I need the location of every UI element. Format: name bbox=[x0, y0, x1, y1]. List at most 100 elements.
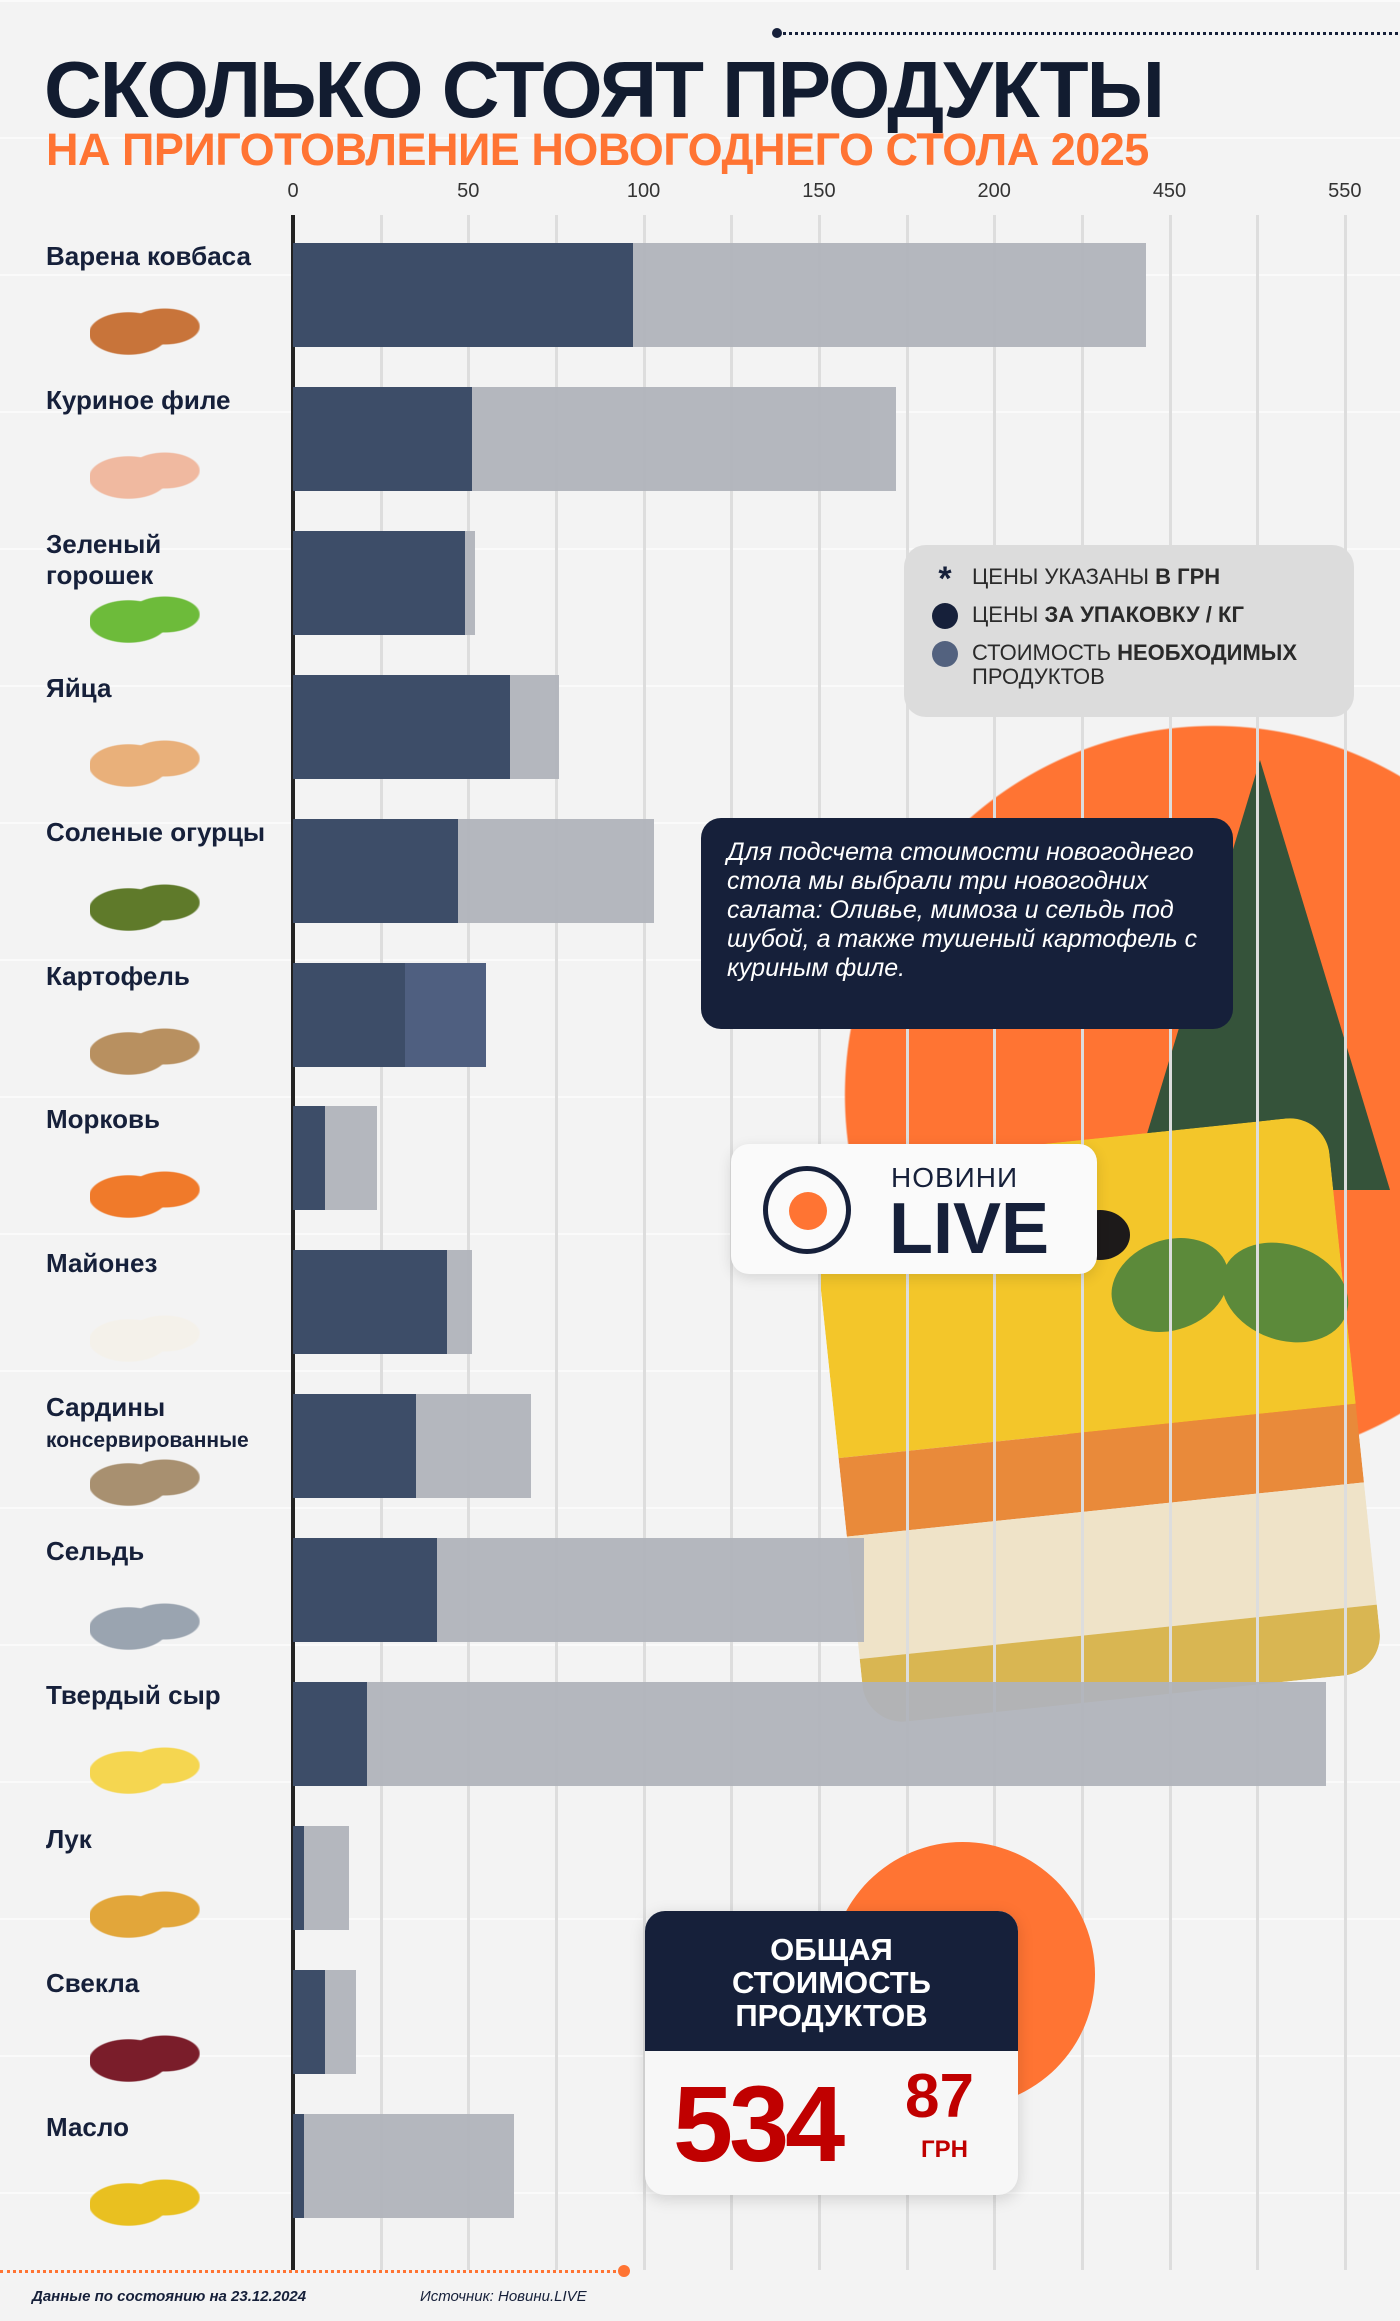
food-image bbox=[90, 582, 200, 653]
row-label-text: Соленые огурцы bbox=[46, 816, 266, 847]
food-image bbox=[90, 2165, 200, 2236]
top-dotted-line bbox=[778, 32, 1398, 35]
row-label: Картофель bbox=[46, 961, 190, 992]
bar-primary bbox=[293, 1682, 367, 1786]
info-box: Для подсчета стоимости новогоднего стола… bbox=[701, 818, 1233, 1029]
row-label-text: Свекла bbox=[46, 1967, 140, 1998]
food-image bbox=[90, 870, 200, 941]
row-label-text: Лук bbox=[46, 1823, 92, 1854]
x-tick-label: 200 bbox=[977, 180, 1011, 202]
legend-text: ПРОДУКТОВ bbox=[972, 664, 1105, 689]
footer-source: Источник: Новини.LIVE bbox=[420, 2288, 587, 2305]
page-subtitle: НА ПРИГОТОВЛЕНИЕ НОВОГОДНЕГО СТОЛА 2025 bbox=[46, 124, 1149, 175]
row-label-text: Зеленый горошек bbox=[46, 528, 162, 590]
row-label-text: Морковь bbox=[46, 1104, 160, 1135]
bar-secondary bbox=[293, 2113, 514, 2218]
gridline bbox=[379, 215, 383, 2270]
legend-text: ЦЕНЫ УКАЗАНЫ bbox=[972, 564, 1156, 589]
row-label: Яйца bbox=[46, 673, 111, 704]
food-image bbox=[90, 1734, 200, 1804]
logo-ring-icon bbox=[763, 1166, 851, 1254]
legend: * ЦЕНЫ УКАЗАНЫ В ГРН ЦЕНЫ ЗА УПАКОВКУ / … bbox=[904, 545, 1354, 717]
legend-bold-text: НЕОБХОДИМЫХ bbox=[1117, 640, 1298, 665]
food-image bbox=[90, 1877, 200, 1948]
row-label: Масло bbox=[46, 2112, 129, 2143]
row-label-text: Майонез bbox=[46, 1248, 158, 1279]
legend-item-currency: * ЦЕНЫ УКАЗАНЫ В ГРН bbox=[932, 560, 1354, 598]
bar-primary bbox=[293, 1825, 304, 1930]
total-cost-card: ОБЩАЯ СТОИМОСТЬ ПРОДУКТОВ 534 87 ГРН bbox=[645, 1911, 1018, 2195]
navy-dot-icon bbox=[932, 603, 958, 629]
row-label-text: Варена ковбаса bbox=[46, 241, 251, 271]
food-image bbox=[90, 1302, 200, 1373]
bottom-dotted-line bbox=[0, 2270, 622, 2273]
food-image bbox=[90, 1014, 200, 1085]
legend-text: СТОИМОСТЬ bbox=[972, 640, 1118, 665]
bar-primary bbox=[293, 2113, 304, 2218]
total-heading-text: ОБЩАЯ СТОИМОСТЬ ПРОДУКТОВ bbox=[732, 1932, 931, 2033]
novini-live-logo: НОВИНИ LIVE bbox=[731, 1144, 1097, 1274]
bar-primary bbox=[293, 1538, 437, 1643]
row-label: Лук bbox=[46, 1824, 92, 1855]
gridline bbox=[1168, 215, 1172, 2270]
bar-primary bbox=[293, 1250, 448, 1355]
bar-primary bbox=[293, 243, 634, 347]
row-label: Зеленый горошек bbox=[46, 529, 186, 591]
x-tick-label: 450 bbox=[1152, 180, 1187, 202]
gridline bbox=[1343, 215, 1347, 2270]
x-tick-label: 550 bbox=[1328, 180, 1362, 202]
asterisk-icon: * bbox=[938, 560, 952, 598]
logo-small-text: НОВИНИ bbox=[891, 1162, 1019, 1193]
bottom-dot-marker bbox=[618, 2265, 630, 2277]
gridline bbox=[642, 215, 646, 2270]
x-tick-label: 150 bbox=[802, 180, 836, 202]
gridline bbox=[1256, 215, 1260, 2270]
gridline bbox=[554, 215, 558, 2270]
row-label: Варена ковбаса bbox=[46, 241, 251, 272]
row-label-text: Сардины bbox=[46, 1392, 166, 1423]
legend-item-needed-cost: СТОИМОСТЬ НЕОБХОДИМЫХ ПРОДУКТОВ bbox=[932, 641, 1354, 689]
bar-primary bbox=[293, 1106, 325, 1211]
food-image bbox=[90, 438, 200, 509]
bar-primary bbox=[293, 818, 458, 923]
food-image bbox=[90, 1446, 200, 1517]
logo-dot-icon bbox=[789, 1192, 827, 1230]
blue-dot-icon bbox=[932, 641, 958, 667]
bar-primary bbox=[293, 530, 465, 635]
logo-big-text: LIVE bbox=[889, 1189, 1050, 1269]
legend-bold-text: В ГРН bbox=[1155, 564, 1221, 589]
row-label-text: Твердый сыр bbox=[46, 1680, 221, 1710]
footer-date: Данные по состоянию на 23.12.2024 bbox=[32, 2288, 307, 2305]
food-image bbox=[90, 1158, 200, 1229]
x-tick-label: 100 bbox=[626, 180, 661, 202]
page-title: СКОЛЬКО СТОЯТ ПРОДУКТЫ bbox=[44, 45, 1165, 134]
total-decimal: 87 bbox=[905, 2062, 974, 2131]
row-label: Куриное филе bbox=[46, 385, 231, 416]
row-label-text: Яйца bbox=[46, 672, 112, 703]
row-label-text: Масло bbox=[46, 2111, 129, 2142]
total-integer: 534 bbox=[673, 2063, 845, 2184]
bar-primary bbox=[293, 1969, 325, 2074]
row-label: Твердый сыр bbox=[46, 1680, 221, 1711]
food-image bbox=[90, 726, 200, 797]
x-tick-label: 50 bbox=[457, 180, 480, 202]
bar-primary bbox=[293, 674, 511, 779]
row-label: Свекла bbox=[46, 1968, 139, 1999]
bar-primary bbox=[293, 962, 406, 1067]
row-label: Сельдь bbox=[46, 1536, 144, 1567]
x-tick-label: 0 bbox=[287, 180, 299, 202]
top-dot-marker bbox=[772, 28, 782, 38]
bar-primary bbox=[293, 386, 472, 491]
food-image bbox=[90, 1590, 200, 1661]
total-currency: ГРН bbox=[921, 2136, 968, 2163]
total-heading: ОБЩАЯ СТОИМОСТЬ ПРОДУКТОВ bbox=[645, 1911, 1018, 2051]
food-image bbox=[90, 295, 200, 365]
gridline bbox=[467, 215, 471, 2270]
y-axis-line bbox=[291, 215, 295, 2270]
row-label: Морковь bbox=[46, 1104, 160, 1135]
legend-item-package-price: ЦЕНЫ ЗА УПАКОВКУ / КГ bbox=[932, 603, 1354, 629]
row-label-text: Сельдь bbox=[46, 1536, 145, 1567]
row-label-text: Картофель bbox=[46, 960, 190, 991]
bar-primary bbox=[293, 1394, 416, 1499]
